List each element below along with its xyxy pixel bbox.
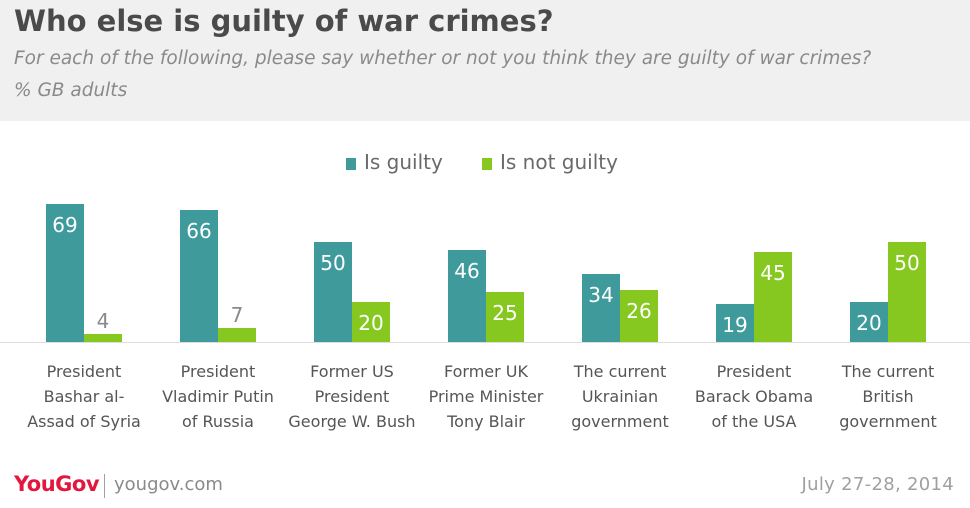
chart-footer: YouGov yougov.com July 27-28, 2014: [0, 468, 970, 504]
fieldwork-date: July 27-28, 2014: [801, 474, 954, 495]
category-label: Barack Obama: [695, 387, 813, 406]
data-label-guilty: 34: [588, 283, 613, 307]
bar-not-guilty: [620, 290, 658, 342]
bar-not-guilty: [754, 252, 792, 342]
chart-legend: Is guilty Is not guilty: [0, 150, 970, 176]
category-label: of the USA: [712, 412, 797, 431]
legend-label-guilty: Is guilty: [364, 150, 443, 174]
category-label: of Russia: [182, 412, 254, 431]
category-label: British: [862, 387, 913, 406]
category-label: George W. Bush: [288, 412, 415, 431]
category-label: government: [571, 412, 669, 431]
category-label: Former UK: [444, 362, 529, 381]
category-label: Former US: [310, 362, 394, 381]
data-label-guilty: 46: [454, 259, 479, 283]
data-label-guilty: 66: [186, 219, 211, 243]
legend-swatch-not-guilty: [482, 158, 492, 170]
category-label: Bashar al-: [44, 387, 125, 406]
category-label: Ukrainian: [582, 387, 658, 406]
data-label-guilty: 69: [52, 213, 77, 237]
category-label: Vladimir Putin: [162, 387, 274, 406]
category-label: The current: [841, 362, 935, 381]
category-label: Assad of Syria: [27, 412, 141, 431]
data-label-not-guilty: 26: [626, 299, 651, 323]
data-label-guilty: 50: [320, 251, 345, 275]
data-label-guilty: 19: [722, 313, 747, 337]
chart-title: Who else is guilty of war crimes?: [14, 4, 554, 38]
yougov-logo: YouGov: [14, 472, 100, 496]
bar-not-guilty: [218, 328, 256, 342]
footer-divider: [104, 474, 105, 498]
bar-guilty: [582, 274, 620, 342]
category-label: President: [717, 362, 792, 381]
data-label-not-guilty: 25: [492, 301, 517, 325]
bar-not-guilty: [888, 242, 926, 342]
bar-guilty: [448, 250, 486, 342]
bar-not-guilty: [84, 334, 122, 342]
data-label-not-guilty: 20: [358, 311, 383, 335]
category-label: Tony Blair: [446, 412, 525, 431]
data-label-not-guilty: 4: [97, 309, 110, 333]
bar-guilty: [314, 242, 352, 342]
category-label: President: [315, 387, 390, 406]
bar-not-guilty: [486, 292, 524, 342]
bar-not-guilty: [352, 302, 390, 342]
footer-site: yougov.com: [114, 474, 223, 495]
bar-guilty: [716, 304, 754, 342]
category-label: The current: [573, 362, 667, 381]
bar-guilty: [850, 302, 888, 342]
bar-guilty: [180, 210, 218, 342]
data-label-not-guilty: 7: [231, 303, 244, 327]
chart-subtitle: For each of the following, please say wh…: [14, 48, 872, 69]
category-label: President: [181, 362, 256, 381]
category-label: government: [839, 412, 937, 431]
category-label: President: [47, 362, 122, 381]
chart-base: % GB adults: [14, 80, 128, 101]
legend-label-not-guilty: Is not guilty: [500, 150, 618, 174]
bar-guilty: [46, 204, 84, 342]
category-label: Prime Minister: [429, 387, 544, 406]
legend-swatch-guilty: [346, 158, 356, 170]
bar-chart: 69 4 President Bashar al- Assad of Syria 66 7 P…: [0, 204, 970, 431]
data-label-guilty: 20: [856, 311, 881, 335]
chart-header: Who else is guilty of war crimes? For ea…: [0, 0, 970, 121]
data-label-not-guilty: 50: [894, 251, 919, 275]
data-label-not-guilty: 45: [760, 261, 785, 285]
